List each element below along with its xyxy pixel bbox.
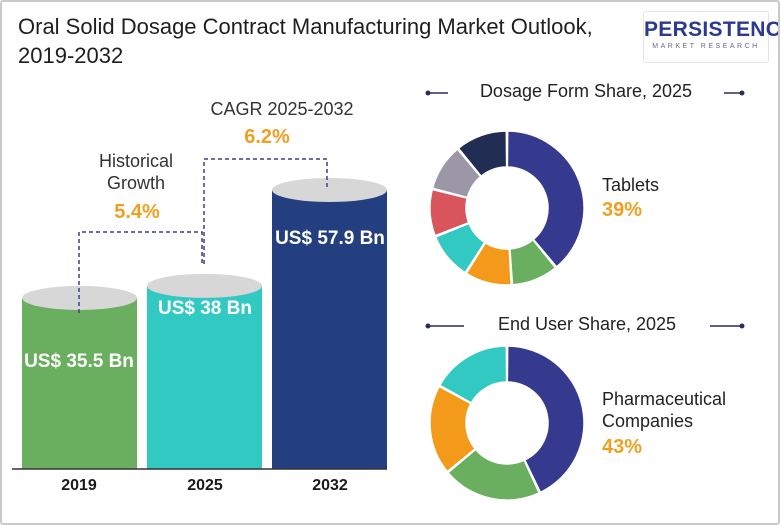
- bar-body: [147, 285, 262, 469]
- historical-growth-title: Historical Growth: [98, 151, 173, 193]
- enduser-slice-percent: 43%: [602, 436, 643, 458]
- historical-connector: [78, 231, 203, 313]
- donut-slice-3: [434, 222, 486, 274]
- bar-2025: [147, 273, 262, 469]
- bar-value-label-2025: US$ 38 Bn: [158, 298, 252, 319]
- bar-body: [272, 190, 387, 469]
- enduser-rule-dot-left: [425, 323, 431, 329]
- enduser-donut: [429, 345, 585, 501]
- dosage-rule-dot-left: [425, 90, 431, 96]
- bar-value-label-2019: US$ 35.5 Bn: [24, 351, 134, 372]
- donut-slice-0: [506, 130, 585, 268]
- bar-top-cap: [147, 273, 262, 298]
- logo-wordmark: PERSISTENCE: [644, 18, 780, 41]
- donut-slice-2: [465, 241, 512, 286]
- bar-body: [22, 297, 137, 469]
- category-label-2032: 2032: [312, 477, 348, 494]
- dosage-rule-dot-right: [739, 90, 745, 96]
- enduser-slice-label: Pharmaceutical Companies: [602, 389, 727, 431]
- donut-slice-6: [457, 130, 508, 178]
- donut-slice-2: [429, 385, 477, 473]
- cagr-value: 6.2%: [244, 126, 290, 148]
- cagr-title: CAGR 2025-2032: [210, 99, 354, 119]
- dosage-donut: [429, 130, 585, 286]
- donut-slice-4: [429, 188, 470, 237]
- bar-2019: [22, 285, 137, 469]
- bar-2032: [272, 178, 387, 469]
- cagr-connector: [203, 158, 328, 264]
- donut-slice-5: [431, 148, 482, 199]
- enduser-rule-dot-right: [739, 323, 745, 329]
- dosage-share-title: Dosage Form Share, 2025: [448, 81, 724, 102]
- donut-slice-0: [506, 345, 585, 494]
- category-label-2019: 2019: [61, 477, 97, 494]
- donut-slice-1: [447, 448, 541, 501]
- historical-growth-value: 5.4%: [114, 201, 160, 223]
- dosage-slice-percent: 39%: [602, 199, 643, 221]
- donut-slice-1: [509, 238, 557, 286]
- dosage-slice-label: Tablets: [602, 175, 660, 195]
- bar-value-label-2032: US$ 57.9 Bn: [275, 228, 385, 249]
- enduser-share-title: End User Share, 2025: [464, 314, 710, 335]
- page-title: Oral Solid Dosage Contract Manufacturing…: [18, 14, 593, 68]
- brand-logo: PERSISTENCE MARKET RESEARCH: [643, 11, 780, 63]
- bar-top-cap: [272, 178, 387, 202]
- category-label-2025: 2025: [187, 477, 223, 494]
- logo-tagline: MARKET RESEARCH: [652, 43, 760, 50]
- donut-slice-3: [438, 345, 508, 404]
